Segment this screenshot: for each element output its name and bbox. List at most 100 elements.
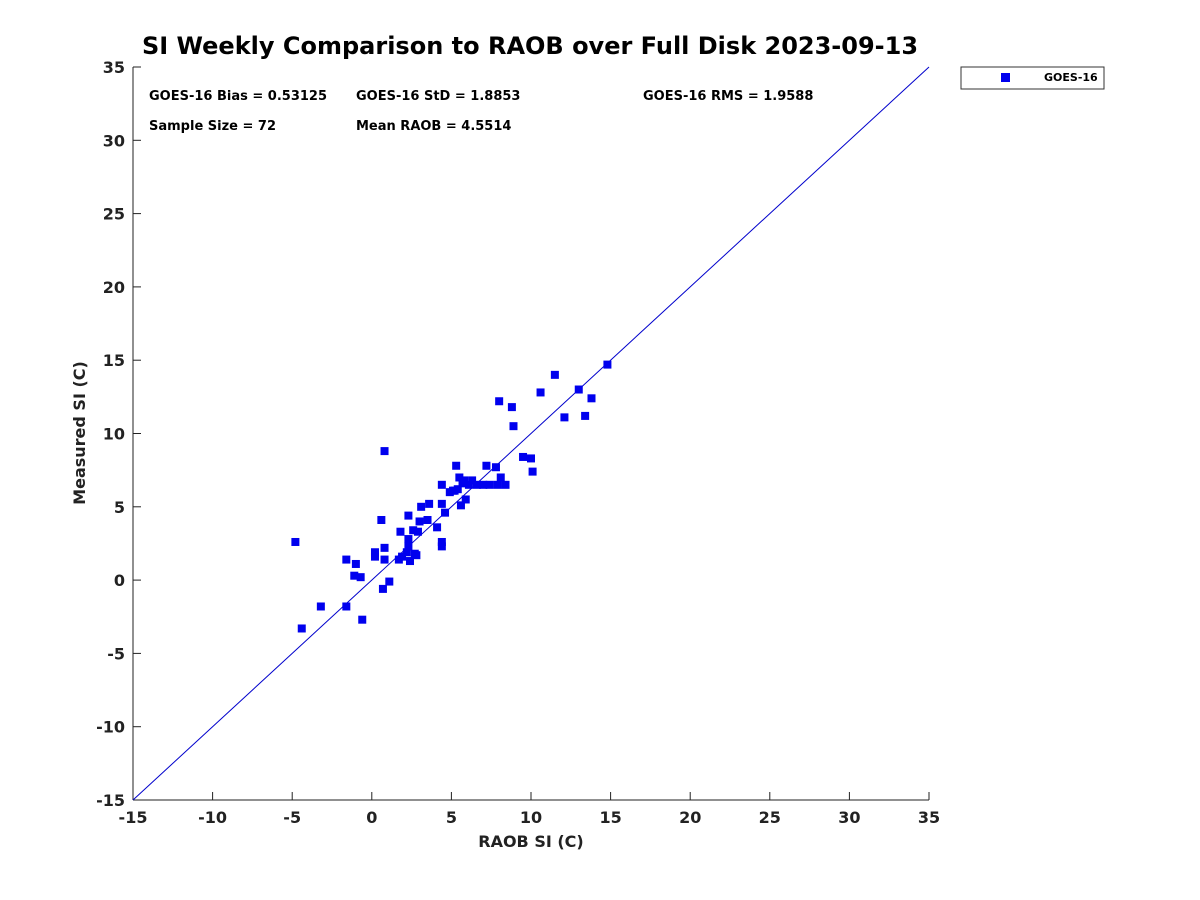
data-point bbox=[358, 615, 367, 624]
y-tick-label: 30 bbox=[103, 131, 125, 150]
data-point bbox=[603, 360, 612, 369]
x-tick-label: 0 bbox=[366, 808, 377, 827]
data-point bbox=[450, 486, 459, 495]
data-point bbox=[560, 413, 569, 422]
data-point bbox=[409, 526, 418, 535]
data-point bbox=[437, 480, 446, 489]
data-point bbox=[464, 480, 473, 489]
data-point bbox=[378, 584, 387, 593]
data-point bbox=[472, 480, 481, 489]
data-point bbox=[550, 370, 559, 379]
data-point bbox=[485, 480, 494, 489]
y-tick-label: 20 bbox=[103, 278, 125, 297]
data-point bbox=[370, 548, 379, 557]
x-tick-label: -15 bbox=[119, 808, 148, 827]
data-point bbox=[380, 447, 389, 456]
stats-panel: GOES-16 Bias = 0.53125 GOES-16 StD = 1.8… bbox=[149, 89, 813, 134]
data-point bbox=[460, 476, 469, 485]
data-point bbox=[482, 461, 491, 470]
data-point bbox=[587, 394, 596, 403]
legend-label: GOES-16 bbox=[1044, 71, 1098, 84]
y-axis-label: Measured SI (C) bbox=[70, 361, 89, 505]
data-point bbox=[581, 411, 590, 420]
x-tick-label: -5 bbox=[283, 808, 301, 827]
y-tick-label: -5 bbox=[107, 644, 125, 663]
one-to-one-line bbox=[132, 66, 930, 801]
data-point bbox=[479, 480, 488, 489]
reference-line-group bbox=[132, 66, 930, 801]
data-point bbox=[385, 577, 394, 586]
data-point bbox=[433, 523, 442, 532]
data-point bbox=[412, 551, 421, 560]
x-tick-label: 20 bbox=[679, 808, 701, 827]
axes: -15 -10 -5 0 5 10 15 20 25 30 35 -15 -10 -5 0 5 10 15 20 25… bbox=[96, 58, 940, 827]
stat-std: GOES-16 StD = 1.8853 bbox=[356, 89, 520, 104]
data-point bbox=[441, 508, 450, 517]
data-point bbox=[423, 515, 432, 524]
data-point bbox=[370, 552, 379, 561]
data-point bbox=[396, 527, 405, 536]
y-tick-label: -15 bbox=[96, 791, 125, 810]
y-tick-label: 15 bbox=[103, 351, 125, 370]
data-point bbox=[380, 543, 389, 552]
data-point bbox=[536, 388, 545, 397]
data-point bbox=[417, 502, 426, 511]
stat-sample-size: Sample Size = 72 bbox=[149, 119, 276, 134]
data-point bbox=[406, 557, 415, 566]
y-tick-label: 35 bbox=[103, 58, 125, 77]
data-point bbox=[437, 537, 446, 546]
data-point bbox=[507, 403, 516, 412]
y-tick-label: 25 bbox=[103, 205, 125, 224]
data-point bbox=[493, 480, 502, 489]
data-point bbox=[461, 495, 470, 504]
data-points bbox=[291, 360, 612, 633]
data-point bbox=[455, 473, 464, 482]
x-tick-label: -10 bbox=[198, 808, 227, 827]
data-point bbox=[496, 473, 505, 482]
data-point bbox=[356, 573, 365, 582]
data-point bbox=[509, 422, 518, 431]
x-tick-label: 35 bbox=[918, 808, 940, 827]
stat-bias: GOES-16 Bias = 0.53125 bbox=[149, 89, 327, 104]
data-point bbox=[527, 454, 535, 463]
data-point bbox=[342, 602, 351, 611]
data-point bbox=[519, 452, 528, 461]
data-point bbox=[291, 537, 300, 546]
data-point bbox=[425, 499, 434, 508]
x-tick-label: 15 bbox=[599, 808, 621, 827]
data-point bbox=[415, 517, 424, 526]
data-point bbox=[398, 552, 407, 561]
data-point bbox=[456, 501, 465, 510]
y-tick-label: -10 bbox=[96, 718, 125, 737]
chart-title: SI Weekly Comparison to RAOB over Full D… bbox=[142, 32, 918, 60]
data-point bbox=[404, 535, 413, 544]
data-point bbox=[495, 397, 504, 406]
data-point bbox=[351, 559, 360, 568]
data-point bbox=[528, 467, 537, 476]
data-point bbox=[404, 542, 413, 551]
data-point bbox=[350, 571, 359, 580]
stat-rms: GOES-16 RMS = 1.9588 bbox=[643, 89, 813, 104]
data-point bbox=[501, 480, 510, 489]
x-tick-label: 5 bbox=[446, 808, 457, 827]
y-tick-label: 5 bbox=[114, 498, 125, 517]
data-point bbox=[342, 555, 351, 564]
legend-marker bbox=[1001, 73, 1010, 82]
x-tick-label: 10 bbox=[520, 808, 542, 827]
data-point bbox=[491, 463, 500, 472]
data-point bbox=[437, 542, 446, 551]
legend: GOES-16 bbox=[960, 66, 1105, 90]
data-point bbox=[377, 515, 386, 524]
data-point bbox=[402, 548, 411, 557]
y-tick-label: 0 bbox=[114, 571, 125, 590]
x-tick-label: 25 bbox=[759, 808, 781, 827]
x-axis-label: RAOB SI (C) bbox=[478, 832, 583, 851]
x-tick-label: 30 bbox=[838, 808, 860, 827]
data-point bbox=[468, 476, 477, 485]
data-point bbox=[413, 527, 422, 536]
stat-mean-raob: Mean RAOB = 4.5514 bbox=[356, 119, 511, 134]
data-point bbox=[574, 385, 583, 394]
data-point bbox=[452, 461, 461, 470]
legend-box bbox=[960, 66, 1105, 90]
